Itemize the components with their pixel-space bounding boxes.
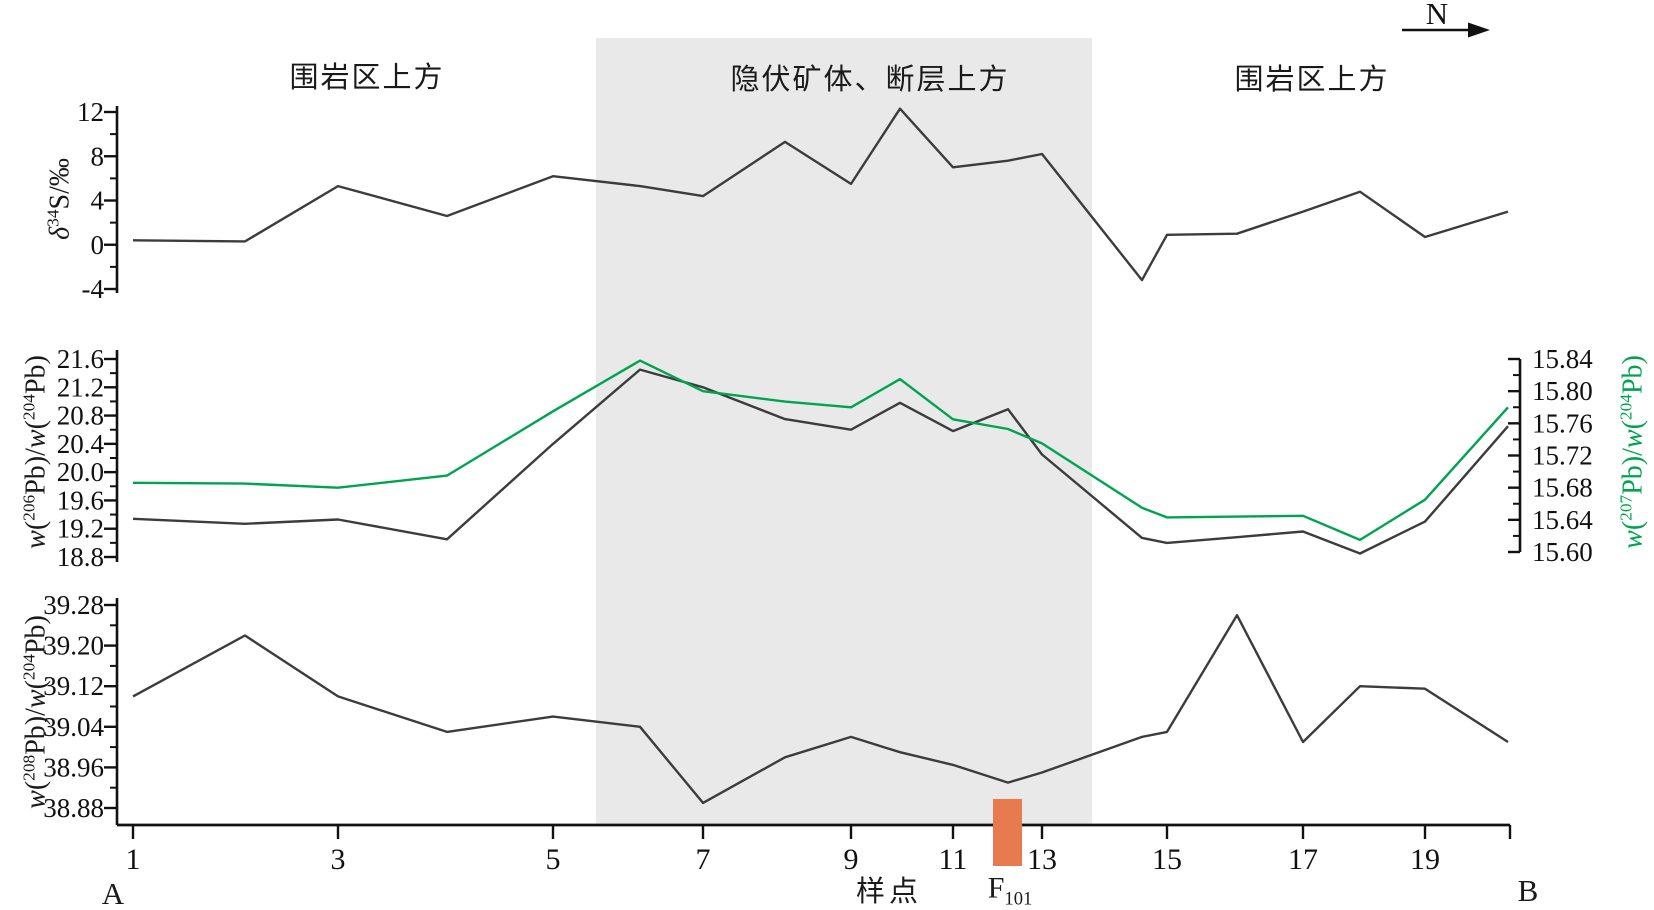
y-axis-title-pb206: w(206Pb)/w(204Pb) [19, 355, 52, 549]
svg-text:20.8: 20.8 [57, 401, 104, 431]
profile-endpoint-b: B [1517, 873, 1539, 908]
svg-text:11: 11 [939, 843, 968, 876]
profile-endpoint-a: A [101, 876, 125, 910]
svg-text:15.84: 15.84 [1532, 344, 1593, 374]
svg-text:38.88: 38.88 [43, 793, 104, 823]
hidden-orebody-zone [596, 38, 1092, 825]
y-axis-title-sulfur: δ34S/‰ [43, 158, 76, 240]
svg-text:4: 4 [91, 186, 105, 216]
y-axis-title-pb208: w(208Pb)/w(204Pb) [19, 615, 52, 809]
svg-text:5: 5 [546, 843, 561, 876]
svg-text:20.0: 20.0 [57, 457, 104, 487]
series-207Pb/204Pb [132, 359, 1509, 542]
region-label-left: 围岩区上方 [289, 62, 445, 94]
chart-0: 12 8 4 0 -4 [77, 97, 1509, 304]
y-axis-title-pb207: w(207Pb)/w(204Pb) [1616, 355, 1649, 549]
svg-text:20.4: 20.4 [57, 429, 105, 459]
svg-text:39.04: 39.04 [43, 712, 104, 742]
svg-text:21.6: 21.6 [57, 344, 104, 374]
fault-f101-label: F101 [987, 871, 1033, 910]
svg-text:15.64: 15.64 [1532, 505, 1593, 535]
svg-text:15.68: 15.68 [1532, 473, 1593, 503]
svg-text:17: 17 [1288, 843, 1318, 876]
x-axis-title: 样点 [855, 876, 923, 908]
svg-text:1: 1 [126, 843, 141, 876]
svg-text:18.8: 18.8 [57, 542, 104, 572]
north-arrow-label: N [1426, 0, 1448, 31]
north-arrow: N [1402, 0, 1490, 38]
svg-text:39.28: 39.28 [43, 590, 104, 620]
svg-text:39.12: 39.12 [43, 671, 104, 701]
svg-text:15.80: 15.80 [1532, 376, 1593, 406]
svg-text:-4: -4 [82, 274, 105, 304]
svg-text:7: 7 [696, 843, 711, 876]
svg-text:15: 15 [1152, 843, 1182, 876]
svg-text:15.72: 15.72 [1532, 441, 1593, 471]
svg-text:21.2: 21.2 [57, 372, 104, 402]
svg-text:3: 3 [331, 843, 346, 876]
svg-text:19: 19 [1410, 843, 1440, 876]
region-label-center: 隐伏矿体、断层上方 [730, 64, 1010, 96]
svg-text:15.76: 15.76 [1532, 408, 1593, 438]
svg-text:15.60: 15.60 [1532, 537, 1593, 567]
svg-text:13: 13 [1027, 843, 1057, 876]
svg-text:9: 9 [844, 843, 859, 876]
region-label-right: 围岩区上方 [1234, 64, 1390, 96]
series-delta34S [132, 107, 1509, 282]
fault-f101-marker [993, 799, 1022, 866]
svg-text:19.2: 19.2 [57, 514, 104, 544]
series-206Pb/204Pb [132, 368, 1509, 555]
svg-text:38.96: 38.96 [43, 752, 104, 782]
north-arrow-head [1468, 22, 1490, 38]
svg-text:12: 12 [77, 97, 104, 127]
chart-1: 21.621.220.820.420.019.619.218.815.8415.… [57, 344, 1594, 572]
series-208Pb/204Pb [132, 614, 1509, 805]
svg-text:19.6: 19.6 [57, 485, 104, 515]
svg-text:39.20: 39.20 [43, 631, 104, 661]
svg-text:8: 8 [91, 141, 105, 171]
svg-text:0: 0 [91, 230, 105, 260]
